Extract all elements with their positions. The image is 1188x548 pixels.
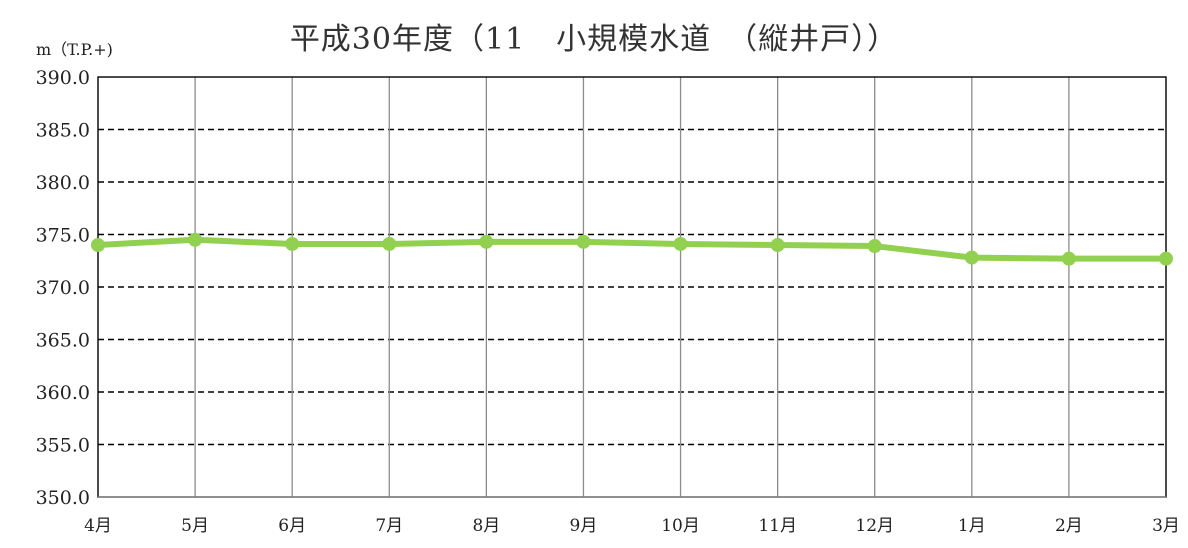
data-point — [1159, 251, 1173, 266]
x-tick-label: 11月 — [758, 516, 797, 536]
data-point — [770, 238, 785, 252]
data-point — [382, 236, 397, 251]
x-tick-label: 12月 — [855, 516, 894, 536]
x-tick-label: 4月 — [84, 516, 112, 536]
x-tick-label: 5月 — [181, 516, 209, 536]
y-tick-label: 370.0 — [36, 277, 90, 299]
x-tick-label: 3月 — [1152, 516, 1180, 536]
x-tick-label: 8月 — [472, 516, 500, 536]
y-tick-label: 355.0 — [36, 435, 90, 457]
data-point — [673, 236, 688, 251]
data-point — [188, 232, 203, 247]
y-tick-label: 350.0 — [36, 487, 90, 509]
x-tick-label: 7月 — [375, 516, 403, 536]
x-tick-label: 1月 — [958, 516, 986, 536]
series-line — [95, 236, 1169, 262]
data-point — [285, 236, 300, 251]
y-tick-label: 390.0 — [36, 67, 90, 89]
y-tick-label: 380.0 — [36, 172, 90, 194]
x-tick-label: 10月 — [661, 516, 700, 536]
y-axis-unit-label: m（T.P.+) — [36, 40, 113, 59]
data-point — [576, 234, 591, 249]
y-tick-label: 385.0 — [36, 120, 90, 142]
data-point — [479, 234, 494, 249]
y-tick-label: 365.0 — [36, 330, 90, 352]
y-tick-label: 360.0 — [36, 382, 90, 404]
x-tick-label: 6月 — [278, 516, 306, 536]
data-point — [964, 250, 979, 265]
data-point — [1061, 251, 1076, 266]
chart-title: 平成30年度（11 小規模水道 （縦井戸）） — [289, 22, 899, 57]
y-tick-label: 375.0 — [36, 225, 90, 247]
x-tick-label: 2月 — [1055, 516, 1083, 536]
data-point — [91, 238, 105, 252]
x-tick-label: 9月 — [570, 516, 598, 536]
data-point — [867, 239, 882, 254]
